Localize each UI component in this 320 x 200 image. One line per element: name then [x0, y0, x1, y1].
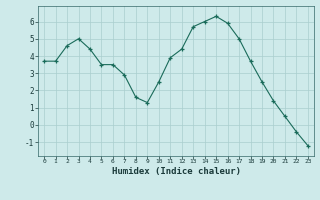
X-axis label: Humidex (Indice chaleur): Humidex (Indice chaleur): [111, 167, 241, 176]
